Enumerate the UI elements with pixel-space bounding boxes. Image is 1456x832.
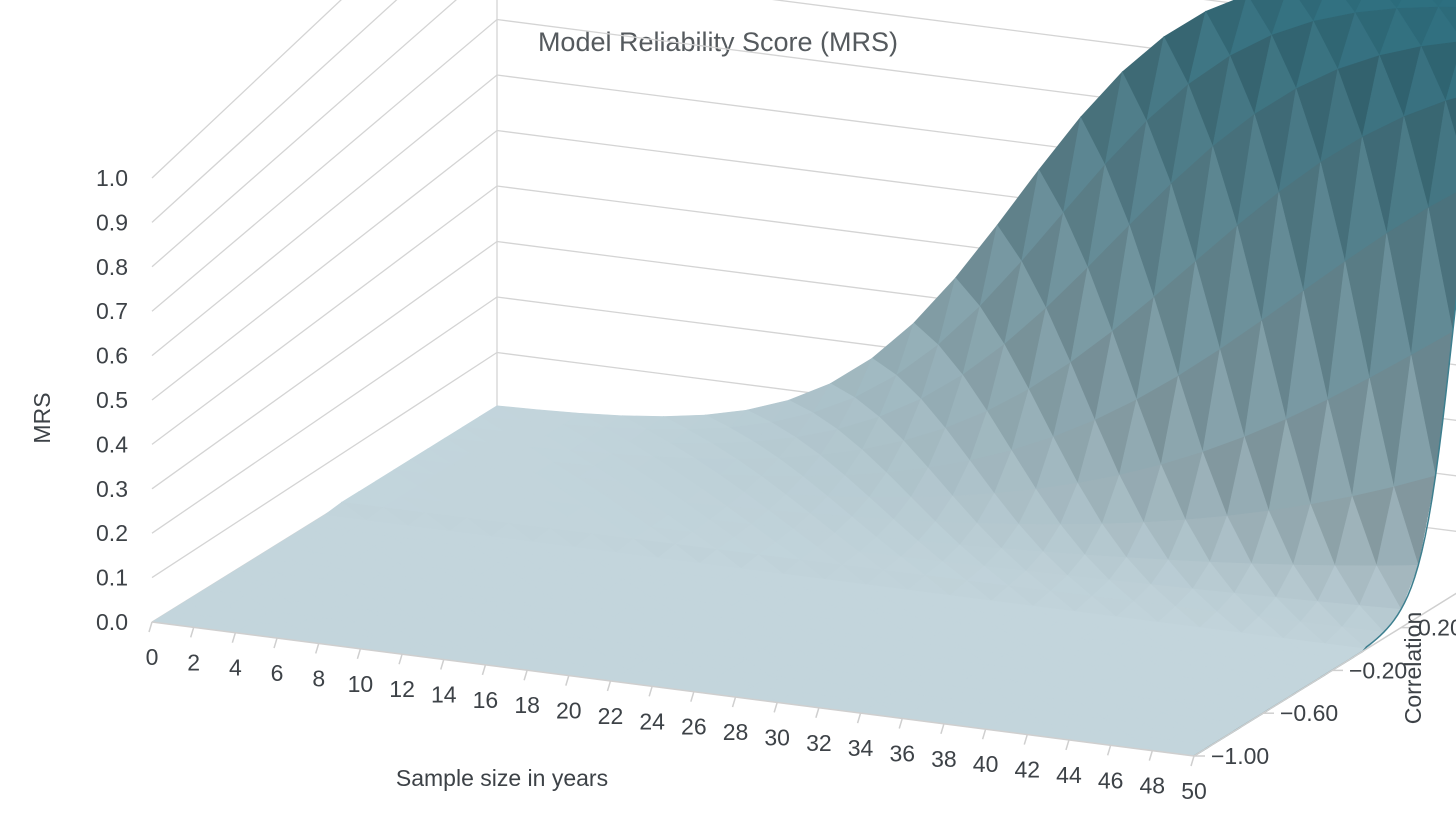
x-tick-mark (315, 643, 320, 654)
z-tick-label: 0.6 (96, 343, 128, 369)
x-tick-mark (148, 621, 153, 633)
x-tick-label: 6 (271, 660, 284, 686)
x-tick-mark (1148, 750, 1154, 761)
axes: 0 2 4 6 8 10 12 14 16 18 20 22 24 26 28 30 32 34 36 38 40 42 4… (96, 165, 1456, 804)
x-tick-label: 28 (723, 719, 749, 745)
x-tick-label: 32 (806, 730, 832, 756)
z-tick-label: 0.3 (96, 476, 128, 502)
surface-facet (1389, 0, 1403, 9)
x-tick-mark (273, 637, 278, 649)
x-tick-mark (523, 670, 528, 681)
x-tick-mark (731, 696, 737, 708)
x-tick-label: 38 (931, 746, 957, 772)
x-tick-label: 16 (473, 687, 499, 713)
x-tick-mark (856, 712, 862, 724)
x-axis-title: Sample size in years (396, 765, 608, 791)
x-tick-mark (398, 653, 403, 665)
x-tick-label: 20 (556, 698, 582, 724)
x-tick-mark (690, 691, 695, 702)
x-tick-mark (1190, 755, 1195, 767)
x-tick-label: 10 (348, 671, 374, 697)
grid-line-z (151, 0, 342, 179)
z-tick-label: 0.4 (96, 431, 128, 457)
x-tick-label: 44 (1056, 762, 1082, 788)
x-tick-mark (440, 659, 445, 670)
y-tick-label: −1.00 (1211, 743, 1269, 769)
surface-facet (1345, 0, 1362, 14)
x-tick-label: 42 (1014, 757, 1040, 783)
x-tick-label: 48 (1140, 773, 1166, 799)
x-tick-label: 18 (514, 692, 540, 718)
x-tick-label: 8 (312, 665, 325, 691)
x-tick-label: 50 (1181, 778, 1207, 804)
x-tick-label: 40 (973, 751, 999, 777)
x-tick-label: 12 (389, 676, 415, 702)
z-tick-label: 0.2 (96, 520, 128, 546)
z-tick-label: 0.9 (96, 209, 128, 235)
x-tick-mark (606, 680, 612, 692)
x-tick-mark (648, 686, 653, 697)
x-tick-label: 4 (229, 655, 242, 681)
z-tick-label: 0.1 (96, 565, 128, 591)
x-tick-label: 30 (764, 724, 790, 750)
y-tick-label: −0.60 (1280, 700, 1338, 726)
x-tick-mark (565, 675, 570, 686)
x-tick-mark (940, 723, 945, 735)
x-tick-mark (481, 664, 487, 676)
x-tick-mark (815, 707, 820, 718)
x-tick-mark (898, 718, 903, 729)
x-tick-label: 22 (598, 703, 624, 729)
x-tick-mark (1106, 745, 1112, 756)
surface-facet (1437, 0, 1456, 8)
x-tick-mark (231, 632, 237, 643)
x-tick-label: 36 (889, 740, 915, 766)
x-axis-line (151, 621, 1195, 757)
surface-facet (1431, 0, 1444, 8)
x-tick-label: 46 (1098, 767, 1124, 793)
z-tick-label: 0.7 (96, 298, 128, 324)
x-tick-mark (773, 702, 778, 713)
y-axis-title: Correlation (1400, 612, 1426, 725)
x-tick-mark (1065, 739, 1070, 751)
y-axis-line (1193, 592, 1456, 757)
surface (151, 0, 1456, 757)
z-tick-label: 1.0 (96, 165, 128, 191)
x-tick-mark (1023, 734, 1028, 745)
z-axis-title: MRS (29, 392, 55, 443)
x-tick-label: 34 (848, 735, 874, 761)
x-tick-mark (356, 648, 362, 660)
x-tick-label: 0 (146, 644, 159, 670)
surface-facet (1445, 63, 1456, 102)
z-tick-label: 0.8 (96, 254, 128, 280)
x-tick-mark (981, 728, 987, 740)
z-tick-label: 0.5 (96, 387, 128, 413)
x-tick-label: 14 (431, 682, 457, 708)
y-tick-label: −0.20 (1349, 657, 1407, 683)
x-tick-mark (189, 627, 195, 638)
grid-line-z (151, 0, 1456, 223)
z-tick-label: 0.0 (96, 609, 128, 635)
x-tick-label: 26 (681, 714, 707, 740)
x-tick-label: 24 (639, 708, 665, 734)
y-tick-label: 0.20 (1418, 615, 1456, 641)
x-tick-label: 2 (187, 649, 200, 675)
